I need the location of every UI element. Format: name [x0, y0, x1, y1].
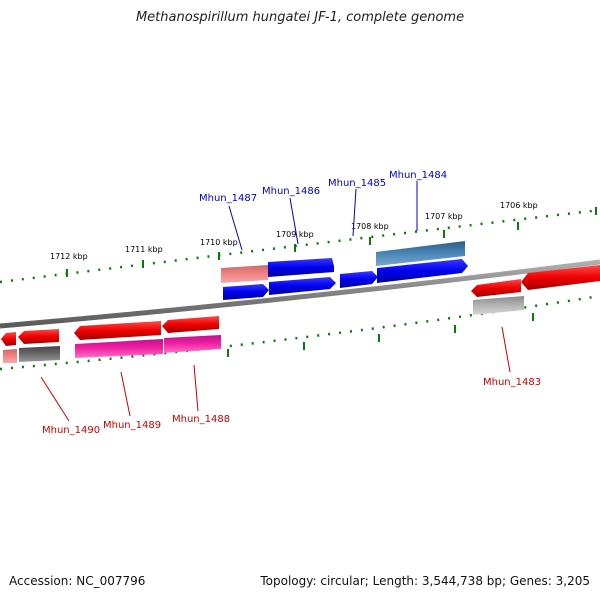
leader-lines-bottom — [40, 326, 511, 422]
leader-lines-top — [228, 181, 418, 251]
major-ticks — [66, 207, 597, 357]
gene-block-steelblue[interactable] — [376, 241, 465, 266]
tick-label-1706: 1706 kbp — [500, 201, 538, 210]
gene-label-mhun-1489[interactable]: Mhun_1489 — [103, 420, 161, 431]
gene-block-gray[interactable] — [473, 296, 524, 315]
cds-arrow-mhun-1483-b[interactable] — [521, 265, 600, 290]
tick-label-1709: 1709 kbp — [276, 230, 314, 239]
gene-block-darkgray[interactable] — [19, 346, 60, 362]
gene-label-mhun-1488[interactable]: Mhun_1488 — [172, 414, 230, 425]
map-title: Methanospirillum hungatei JF-1, complete… — [135, 10, 465, 25]
gene-block-pink-a[interactable] — [75, 339, 163, 358]
gene-label-mhun-1485[interactable]: Mhun_1485 — [328, 178, 386, 189]
gene-block-salmon-left[interactable] — [3, 349, 17, 363]
cds-arrow-mhun-1484[interactable] — [377, 259, 468, 283]
genome-summary-text: Topology: circular; Length: 3,544,738 bp… — [260, 574, 590, 588]
tick-label-1712: 1712 kbp — [50, 252, 88, 261]
gene-label-mhun-1490[interactable]: Mhun_1490 — [42, 425, 100, 436]
cds-arrow-mhun-1488[interactable] — [162, 316, 219, 333]
gene-label-mhun-1487[interactable]: Mhun_1487 — [199, 193, 257, 204]
gene-label-mhun-1486[interactable]: Mhun_1486 — [262, 186, 320, 197]
tick-label-1707: 1707 kbp — [425, 212, 463, 221]
cds-arrow-mhun-1490-b[interactable] — [1, 332, 16, 346]
gene-label-mhun-1483[interactable]: Mhun_1483 — [483, 377, 541, 388]
gene-block-pink-b[interactable] — [164, 335, 221, 353]
tick-label-1711: 1711 kbp — [125, 245, 163, 254]
accession-text: Accession: NC_007796 — [9, 574, 146, 588]
cds-arrow-mhun-1486-a[interactable] — [268, 258, 334, 277]
cds-arrow-mhun-1490-a[interactable] — [18, 329, 59, 344]
genome-backbone — [0, 259, 600, 329]
cds-arrow-mhun-1486-b[interactable] — [269, 277, 336, 295]
cds-arrow-mhun-1487[interactable] — [223, 284, 269, 300]
tick-label-1708: 1708 kbp — [351, 222, 389, 231]
gene-block-salmon[interactable] — [221, 265, 268, 283]
cds-arrow-mhun-1483-a[interactable] — [471, 279, 521, 297]
cds-arrow-mhun-1489[interactable] — [74, 321, 161, 340]
gene-label-mhun-1484[interactable]: Mhun_1484 — [389, 170, 447, 181]
tick-label-1710: 1710 kbp — [200, 238, 238, 247]
cds-arrow-mhun-1485[interactable] — [340, 271, 378, 288]
